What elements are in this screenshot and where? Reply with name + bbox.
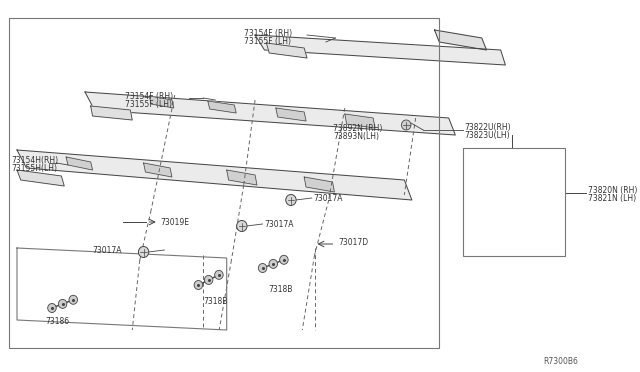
Circle shape [269,259,278,268]
Text: 73821N (LH): 73821N (LH) [588,193,636,202]
Polygon shape [276,108,306,121]
Text: 7318B: 7318B [268,285,292,295]
Text: 73154H(RH): 73154H(RH) [12,155,58,164]
Circle shape [237,221,247,231]
Polygon shape [143,163,172,177]
Text: 73154F (RH): 73154F (RH) [244,29,292,38]
Circle shape [48,304,56,312]
Text: 73822U(RH): 73822U(RH) [465,122,511,131]
Polygon shape [66,157,93,170]
Text: 73823U(LH): 73823U(LH) [465,131,510,140]
Polygon shape [17,150,412,200]
Text: 73186: 73186 [45,317,70,327]
Text: 73893N(LH): 73893N(LH) [333,131,380,141]
Circle shape [285,195,296,205]
Text: 7318B: 7318B [203,298,227,307]
Text: 73154F (RH): 73154F (RH) [125,92,173,100]
Circle shape [138,247,148,257]
Text: 73820N (RH): 73820N (RH) [588,186,637,195]
Polygon shape [208,101,236,113]
Circle shape [280,255,288,264]
Polygon shape [85,92,455,135]
Polygon shape [345,114,375,128]
Text: 73017A: 73017A [93,246,122,254]
Text: 73892N (RH): 73892N (RH) [333,124,383,132]
Circle shape [194,280,203,289]
Circle shape [214,270,223,279]
Circle shape [58,299,67,308]
Circle shape [69,295,77,304]
Polygon shape [17,170,64,186]
Bar [463,148,565,256]
Text: 73017A: 73017A [264,219,294,228]
Polygon shape [435,30,486,50]
Text: 73017D: 73017D [338,237,368,247]
Text: R7300B6: R7300B6 [543,357,578,366]
Text: 73155F (LH): 73155F (LH) [125,99,172,109]
Text: 73019E: 73019E [161,218,189,227]
Polygon shape [304,177,335,192]
Circle shape [401,120,411,130]
Text: 73155F (LH): 73155F (LH) [244,36,291,45]
Text: 73155H(LH): 73155H(LH) [12,164,58,173]
Circle shape [259,263,267,273]
Polygon shape [149,96,174,108]
Polygon shape [266,43,307,58]
Bar [10,18,439,348]
Circle shape [204,275,213,285]
Polygon shape [91,106,132,120]
Polygon shape [227,170,257,185]
Text: 73017A: 73017A [314,193,343,202]
Polygon shape [255,35,506,65]
